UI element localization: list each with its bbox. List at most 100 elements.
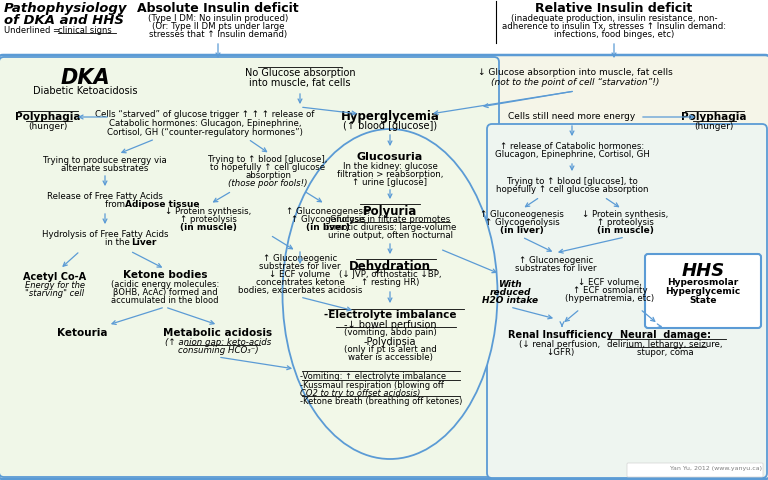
Text: In the kidney: glucose: In the kidney: glucose [343, 162, 438, 171]
Text: delirium, lethargy, seizure,: delirium, lethargy, seizure, [607, 339, 723, 348]
Text: State: State [689, 295, 717, 304]
Text: (hypernatremia, etc): (hypernatremia, etc) [565, 293, 654, 302]
Text: With: With [498, 279, 521, 288]
Text: (not to the point of cell “starvation”!): (not to the point of cell “starvation”!) [491, 78, 659, 87]
Text: (vomiting, abdo pain): (vomiting, abdo pain) [343, 327, 436, 336]
Text: ↓ ECF volume,: ↓ ECF volume, [578, 277, 642, 287]
Text: (hunger): (hunger) [28, 122, 68, 131]
Text: Hydrolysis of Free Fatty Acids: Hydrolysis of Free Fatty Acids [41, 229, 168, 239]
Text: Acetyl Co-A: Acetyl Co-A [24, 271, 87, 281]
Text: accumulated in the blood: accumulated in the blood [111, 295, 219, 304]
Text: ↑ proteolysis: ↑ proteolysis [180, 215, 237, 224]
Text: (Or: Type II DM pts under large: (Or: Type II DM pts under large [152, 22, 284, 31]
Text: reduced: reduced [489, 288, 531, 296]
Text: ↓ Protein synthesis,: ↓ Protein synthesis, [582, 210, 668, 218]
Text: substrates for liver: substrates for liver [515, 264, 597, 273]
Text: -↓ bowel perfusion: -↓ bowel perfusion [344, 319, 436, 329]
Text: in the: in the [105, 238, 133, 247]
Text: Yan Yu, 2012 (www.yanyu.ca): Yan Yu, 2012 (www.yanyu.ca) [670, 465, 762, 470]
Text: Metabolic acidosis: Metabolic acidosis [164, 327, 273, 337]
Text: Trying to ↑ blood [glucose],: Trying to ↑ blood [glucose], [208, 155, 328, 164]
Text: into muscle, fat cells: into muscle, fat cells [250, 78, 351, 88]
Text: Relative Insulin deficit: Relative Insulin deficit [535, 2, 693, 15]
Text: Polyphagia: Polyphagia [681, 112, 746, 122]
Text: Hyperglycemia: Hyperglycemia [340, 110, 439, 123]
Text: ↑ Gluconeogenic: ↑ Gluconeogenic [519, 255, 593, 264]
Text: (Type I DM: No insulin produced): (Type I DM: No insulin produced) [148, 14, 288, 23]
Ellipse shape [283, 130, 498, 459]
Text: HHS: HHS [681, 262, 725, 279]
Text: Cells still need more energy: Cells still need more energy [508, 112, 636, 121]
Text: (in liver): (in liver) [500, 226, 544, 235]
Text: Cortisol, GH (“counter-regulatory hormones”): Cortisol, GH (“counter-regulatory hormon… [107, 128, 303, 137]
Text: Catabolic hormones: Glucagon, Epinephrine,: Catabolic hormones: Glucagon, Epinephrin… [109, 119, 301, 128]
Text: -Vomiting: ↑ electrolyte imbalance: -Vomiting: ↑ electrolyte imbalance [300, 371, 446, 380]
Text: No Glucose absorption: No Glucose absorption [245, 68, 356, 78]
Text: Neural  damage:: Neural damage: [620, 329, 710, 339]
Text: ↑ Gluconeogenic: ↑ Gluconeogenic [263, 253, 337, 263]
Text: ↑ ECF osmolarity: ↑ ECF osmolarity [573, 286, 647, 294]
Text: stresses that ↑ Insulin demand): stresses that ↑ Insulin demand) [149, 30, 287, 39]
Text: consuming HCO₃⁻): consuming HCO₃⁻) [177, 345, 258, 354]
FancyBboxPatch shape [0, 58, 499, 477]
Text: ↑ release of Catabolic hormones:: ↑ release of Catabolic hormones: [500, 142, 644, 151]
Text: (in liver): (in liver) [306, 223, 350, 231]
Text: ↑ resting HR): ↑ resting HR) [361, 277, 419, 287]
Text: ↑ Glycogenolysis: ↑ Glycogenolysis [290, 215, 366, 224]
Text: (in muscle): (in muscle) [180, 223, 237, 231]
Text: (those poor fools!): (those poor fools!) [228, 179, 308, 188]
FancyBboxPatch shape [487, 125, 767, 478]
Text: ↑ Gluconeogenesis: ↑ Gluconeogenesis [480, 210, 564, 218]
Text: adherence to insulin Tx, stresses ↑ Insulin demand:: adherence to insulin Tx, stresses ↑ Insu… [502, 22, 726, 31]
Text: Pathophysiology: Pathophysiology [4, 2, 127, 15]
Text: (inadequate production, insulin resistance, non-: (inadequate production, insulin resistan… [511, 14, 717, 23]
Text: Glucose in filtrate promotes: Glucose in filtrate promotes [330, 215, 450, 224]
Text: Polyphagia: Polyphagia [15, 112, 81, 122]
Text: Cells “starved” of glucose trigger ↑ ↑ ↑ release of: Cells “starved” of glucose trigger ↑ ↑ ↑… [95, 110, 315, 119]
Text: Liver: Liver [131, 238, 157, 247]
Text: Renal Insufficiency: Renal Insufficiency [508, 329, 612, 339]
Text: -Kussmaul respiration (blowing off: -Kussmaul respiration (blowing off [300, 380, 444, 389]
Text: βOHB, AcAc) formed and: βOHB, AcAc) formed and [113, 288, 217, 296]
Text: Trying to produce energy via: Trying to produce energy via [43, 156, 167, 165]
Text: ↑ Glycogenolysis: ↑ Glycogenolysis [485, 217, 559, 227]
Text: infections, food binges, etc): infections, food binges, etc) [554, 30, 674, 39]
Text: urine output, often nocturnal: urine output, often nocturnal [327, 230, 452, 240]
Text: Ketouria: Ketouria [57, 327, 108, 337]
Text: ↓ Glucose absorption into muscle, fat cells: ↓ Glucose absorption into muscle, fat ce… [478, 68, 672, 77]
Text: hopefully ↑ cell glucose absorption: hopefully ↑ cell glucose absorption [496, 185, 648, 193]
Text: (acidic energy molecules:: (acidic energy molecules: [111, 279, 219, 288]
Text: bodies, exacerbates acidosis: bodies, exacerbates acidosis [238, 286, 362, 294]
Text: substrates for liver: substrates for liver [260, 262, 341, 270]
FancyBboxPatch shape [627, 463, 763, 477]
Text: concentrates ketone: concentrates ketone [256, 277, 344, 287]
Text: DKA: DKA [60, 68, 110, 88]
Text: -Electrolyte imbalance: -Electrolyte imbalance [324, 309, 456, 319]
Text: Trying to ↑ blood [glucose], to: Trying to ↑ blood [glucose], to [507, 177, 637, 186]
Text: ↑ Gluconeogenesis: ↑ Gluconeogenesis [286, 206, 370, 216]
Text: (in muscle): (in muscle) [597, 226, 654, 235]
Text: ↑ urine [glucose]: ↑ urine [glucose] [353, 178, 428, 187]
FancyBboxPatch shape [0, 56, 768, 479]
Text: (↑ anion gap: keto-acids: (↑ anion gap: keto-acids [165, 337, 271, 346]
Text: "starving" cell: "starving" cell [25, 288, 84, 298]
Text: ↓ Protein synthesis,: ↓ Protein synthesis, [165, 206, 251, 216]
Text: filtration > reabsorption,: filtration > reabsorption, [337, 169, 443, 179]
Text: H2O intake: H2O intake [482, 295, 538, 304]
Text: water is accessible): water is accessible) [348, 352, 432, 361]
Text: stupor, coma: stupor, coma [637, 347, 694, 356]
Text: Underlined =: Underlined = [4, 26, 63, 35]
Text: (↓ renal perfusion,: (↓ renal perfusion, [519, 339, 601, 348]
Text: CO2 to try to offset acidosis): CO2 to try to offset acidosis) [300, 388, 420, 397]
Text: Adipose tissue: Adipose tissue [125, 200, 200, 209]
Text: ↓ ECF volume: ↓ ECF volume [270, 269, 331, 278]
Text: Energy for the: Energy for the [25, 280, 85, 289]
Text: (hunger): (hunger) [694, 122, 733, 131]
Text: -Ketone breath (breathing off ketones): -Ketone breath (breathing off ketones) [300, 396, 462, 405]
Text: (↓ JVP, orthostatic ↓BP,: (↓ JVP, orthostatic ↓BP, [339, 269, 442, 278]
Text: Release of Free Fatty Acids: Release of Free Fatty Acids [47, 192, 163, 201]
Text: Hyperosmolar: Hyperosmolar [667, 277, 739, 287]
Text: clinical signs: clinical signs [58, 26, 112, 35]
Text: Dehydration: Dehydration [349, 260, 431, 273]
Text: (↑ blood [glucose]): (↑ blood [glucose]) [343, 121, 437, 131]
